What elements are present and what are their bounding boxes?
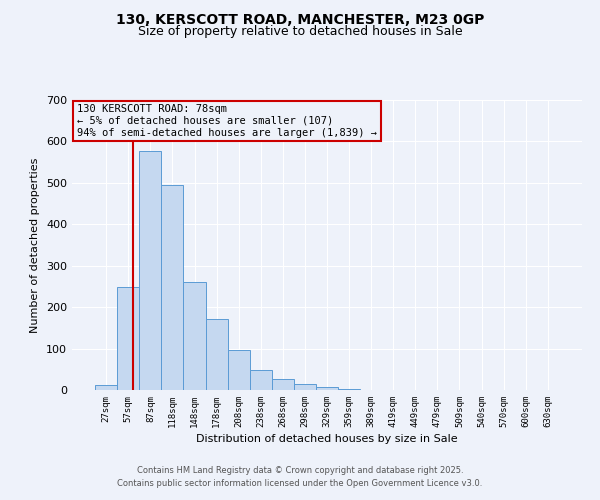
Bar bbox=[272, 379, 294, 390]
Bar bbox=[117, 288, 139, 390]
Bar bbox=[338, 389, 360, 390]
Bar bbox=[316, 386, 338, 390]
Bar bbox=[139, 150, 161, 390]
X-axis label: Distribution of detached houses by size in Sale: Distribution of detached houses by size … bbox=[196, 434, 458, 444]
Bar bbox=[294, 384, 316, 390]
Bar bbox=[206, 318, 227, 390]
Text: Size of property relative to detached houses in Sale: Size of property relative to detached ho… bbox=[137, 25, 463, 38]
Bar bbox=[161, 185, 184, 390]
Text: 130 KERSCOTT ROAD: 78sqm
← 5% of detached houses are smaller (107)
94% of semi-d: 130 KERSCOTT ROAD: 78sqm ← 5% of detache… bbox=[77, 104, 377, 138]
Bar bbox=[184, 282, 206, 390]
Bar bbox=[227, 350, 250, 390]
Y-axis label: Number of detached properties: Number of detached properties bbox=[31, 158, 40, 332]
Text: Contains HM Land Registry data © Crown copyright and database right 2025.
Contai: Contains HM Land Registry data © Crown c… bbox=[118, 466, 482, 487]
Bar bbox=[95, 385, 117, 390]
Text: 130, KERSCOTT ROAD, MANCHESTER, M23 0GP: 130, KERSCOTT ROAD, MANCHESTER, M23 0GP bbox=[116, 12, 484, 26]
Bar bbox=[250, 370, 272, 390]
